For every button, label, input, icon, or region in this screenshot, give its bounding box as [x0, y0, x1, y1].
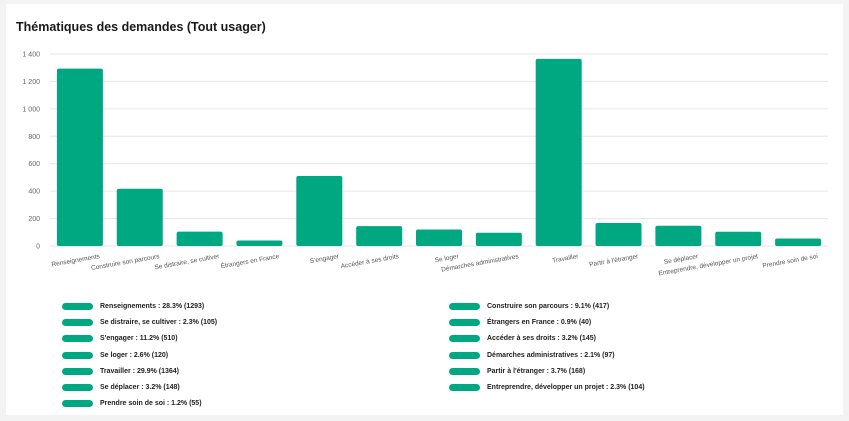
bar[interactable] [715, 231, 762, 246]
y-tick-label: 0 [36, 244, 40, 251]
y-tick-label: 400 [28, 189, 40, 196]
y-tick-label: 600 [28, 161, 40, 168]
x-tick-label: Construire son parcours [91, 253, 161, 272]
y-tick-label: 1 400 [22, 52, 40, 59]
x-tick-label: Partir à l'étranger [589, 253, 640, 269]
x-tick-label: Étrangers en France [220, 251, 280, 270]
bar[interactable] [595, 222, 642, 246]
bar[interactable] [176, 231, 223, 246]
y-tick-label: 1 200 [22, 79, 40, 86]
x-tick-label: Se loger [434, 253, 460, 264]
x-tick-label: Accéder à ses droits [340, 253, 400, 270]
bar[interactable] [416, 229, 462, 246]
x-tick-label: Prendre soin de soi [762, 253, 818, 270]
y-tick-label: 800 [28, 134, 40, 141]
bar[interactable] [116, 188, 163, 246]
bar[interactable] [775, 238, 822, 246]
y-tick-label: 1 000 [22, 106, 40, 113]
bar[interactable] [236, 240, 283, 246]
chart-title: Thématiques des demandes (Tout usager) [16, 20, 266, 34]
bar[interactable] [535, 58, 582, 247]
x-tick-label: S'engager [309, 253, 340, 265]
grid-lines [50, 53, 828, 247]
bar[interactable] [655, 225, 702, 246]
bar[interactable] [56, 68, 103, 246]
y-tick-label: 200 [28, 216, 40, 223]
bars [56, 58, 822, 247]
bar[interactable] [475, 232, 522, 246]
bar[interactable] [356, 226, 403, 246]
x-tick-label: Travailler [552, 253, 580, 265]
y-axis-ticks: 0 200 400 600 800 1 000 1 200 1 400 [22, 52, 40, 251]
x-tick-label: Se distraire, se cultiver [154, 253, 221, 271]
bar[interactable] [296, 176, 343, 246]
